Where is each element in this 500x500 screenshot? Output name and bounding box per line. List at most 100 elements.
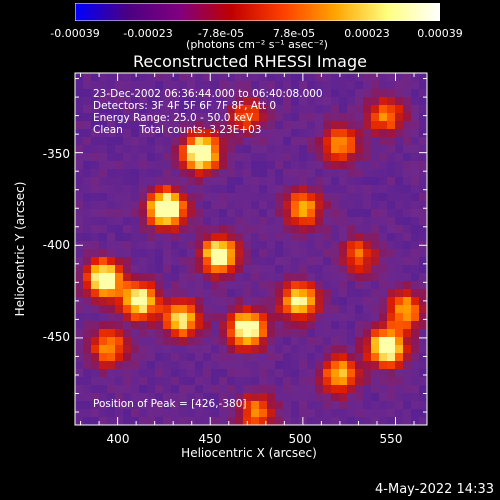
heatmap-cell — [107, 209, 116, 218]
heatmap-cell — [179, 169, 188, 178]
heatmap-cell — [139, 97, 148, 106]
heatmap-cell — [227, 297, 236, 306]
heatmap-cell — [307, 97, 316, 106]
heatmap-cell — [75, 169, 84, 178]
heatmap-cell — [83, 225, 92, 234]
heatmap-cell — [115, 273, 124, 282]
heatmap-cell — [403, 241, 412, 250]
heatmap-cell — [291, 209, 300, 218]
heatmap-cell — [163, 377, 172, 386]
heatmap-cell — [219, 89, 228, 98]
heatmap-cell — [419, 145, 428, 154]
heatmap-cell — [75, 321, 84, 330]
heatmap-cell — [315, 145, 324, 154]
heatmap-cell — [75, 313, 84, 322]
heatmap-cell — [139, 193, 148, 202]
heatmap-cell — [267, 145, 276, 154]
x-tick-label: 500 — [289, 432, 312, 446]
heatmap-cell — [187, 185, 196, 194]
heatmap-cell — [403, 361, 412, 370]
heatmap-cell — [411, 321, 420, 330]
heatmap-cell — [395, 385, 404, 394]
heatmap-cell — [99, 401, 108, 410]
heatmap-cell — [115, 201, 124, 210]
heatmap-cell — [379, 209, 388, 218]
heatmap-cell — [115, 305, 124, 314]
heatmap-cell — [331, 241, 340, 250]
heatmap-cell — [299, 305, 308, 314]
heatmap-cell — [171, 393, 180, 402]
heatmap-cell — [419, 353, 428, 362]
heatmap-cell — [291, 241, 300, 250]
heatmap-cell — [339, 145, 348, 154]
heatmap-cell — [187, 329, 196, 338]
heatmap-cell — [107, 305, 116, 314]
heatmap-cell — [275, 401, 284, 410]
heatmap-cell — [155, 201, 164, 210]
heatmap-cell — [419, 177, 428, 186]
heatmap-cell — [347, 345, 356, 354]
heatmap-cell — [91, 105, 100, 114]
heatmap-cell — [147, 241, 156, 250]
heatmap-cell — [195, 193, 204, 202]
heatmap-cell — [131, 281, 140, 290]
heatmap-cell — [419, 121, 428, 130]
heatmap-cell — [283, 129, 292, 138]
heatmap-cell — [315, 417, 324, 426]
heatmap-cell — [395, 177, 404, 186]
heatmap-cell — [163, 105, 172, 114]
heatmap-cell — [307, 281, 316, 290]
heatmap-cell — [211, 313, 220, 322]
heatmap-cell — [107, 249, 116, 258]
heatmap-cell — [195, 321, 204, 330]
heatmap-cell — [403, 377, 412, 386]
heatmap-cell — [299, 297, 308, 306]
heatmap-cell — [347, 113, 356, 122]
heatmap-cell — [99, 409, 108, 418]
heatmap-cell — [211, 353, 220, 362]
heatmap-cell — [267, 153, 276, 162]
heatmap-cell — [115, 265, 124, 274]
heatmap-cell — [419, 289, 428, 298]
heatmap-cell — [75, 217, 84, 226]
heatmap-cell — [307, 209, 316, 218]
heatmap-cell — [211, 305, 220, 314]
heatmap-cell — [203, 153, 212, 162]
heatmap-cell — [339, 169, 348, 178]
heatmap-cell — [139, 257, 148, 266]
heatmap-cell — [267, 209, 276, 218]
heatmap-cell — [331, 145, 340, 154]
heatmap-cell — [403, 225, 412, 234]
annotation-peak-position: Position of Peak = [426,-380] — [93, 398, 247, 410]
heatmap-cell — [331, 273, 340, 282]
heatmap-cell — [283, 417, 292, 426]
heatmap-cell — [363, 217, 372, 226]
heatmap-cell — [147, 369, 156, 378]
heatmap-cell — [219, 313, 228, 322]
heatmap-cell — [259, 177, 268, 186]
heatmap-cell — [259, 169, 268, 178]
heatmap-cell — [243, 217, 252, 226]
heatmap-cell — [363, 193, 372, 202]
heatmap-cell — [411, 249, 420, 258]
heatmap-cell — [75, 353, 84, 362]
heatmap-cell — [131, 377, 140, 386]
heatmap-cell — [115, 161, 124, 170]
heatmap-cell — [259, 313, 268, 322]
heatmap-cell — [411, 201, 420, 210]
heatmap-cell — [411, 393, 420, 402]
heatmap-cell — [283, 225, 292, 234]
heatmap-cell — [147, 217, 156, 226]
heatmap-cell — [243, 185, 252, 194]
heatmap-cell — [347, 97, 356, 106]
heatmap-cell — [115, 153, 124, 162]
heatmap-cell — [275, 265, 284, 274]
heatmap-cell — [291, 201, 300, 210]
heatmap-cell — [339, 401, 348, 410]
colorbar-tick-label: -7.8e-05 — [197, 27, 245, 40]
heatmap-cell — [419, 193, 428, 202]
heatmap-cell — [363, 257, 372, 266]
heatmap-cell — [403, 417, 412, 426]
heatmap-cell — [387, 313, 396, 322]
heatmap-cell — [411, 385, 420, 394]
